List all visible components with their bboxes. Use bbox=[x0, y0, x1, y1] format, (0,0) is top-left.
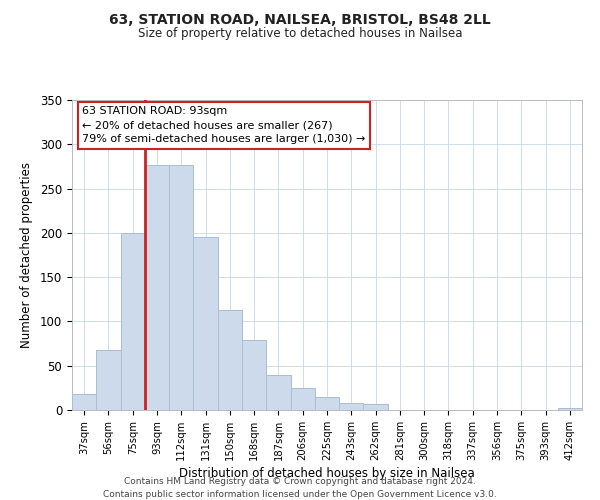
Bar bbox=[266, 374, 290, 410]
Bar bbox=[339, 403, 364, 410]
X-axis label: Distribution of detached houses by size in Nailsea: Distribution of detached houses by size … bbox=[179, 467, 475, 480]
Text: Size of property relative to detached houses in Nailsea: Size of property relative to detached ho… bbox=[138, 28, 462, 40]
Bar bbox=[558, 408, 582, 410]
Bar bbox=[364, 404, 388, 410]
Y-axis label: Number of detached properties: Number of detached properties bbox=[20, 162, 33, 348]
Bar bbox=[242, 340, 266, 410]
Bar bbox=[72, 394, 96, 410]
Bar bbox=[121, 233, 145, 410]
Text: Contains HM Land Registry data © Crown copyright and database right 2024.: Contains HM Land Registry data © Crown c… bbox=[124, 478, 476, 486]
Bar bbox=[145, 164, 169, 410]
Bar bbox=[218, 310, 242, 410]
Bar bbox=[96, 350, 121, 410]
Bar bbox=[290, 388, 315, 410]
Bar bbox=[315, 396, 339, 410]
Bar bbox=[193, 238, 218, 410]
Text: 63, STATION ROAD, NAILSEA, BRISTOL, BS48 2LL: 63, STATION ROAD, NAILSEA, BRISTOL, BS48… bbox=[109, 12, 491, 26]
Text: 63 STATION ROAD: 93sqm
← 20% of detached houses are smaller (267)
79% of semi-de: 63 STATION ROAD: 93sqm ← 20% of detached… bbox=[82, 106, 365, 144]
Bar bbox=[169, 164, 193, 410]
Text: Contains public sector information licensed under the Open Government Licence v3: Contains public sector information licen… bbox=[103, 490, 497, 499]
